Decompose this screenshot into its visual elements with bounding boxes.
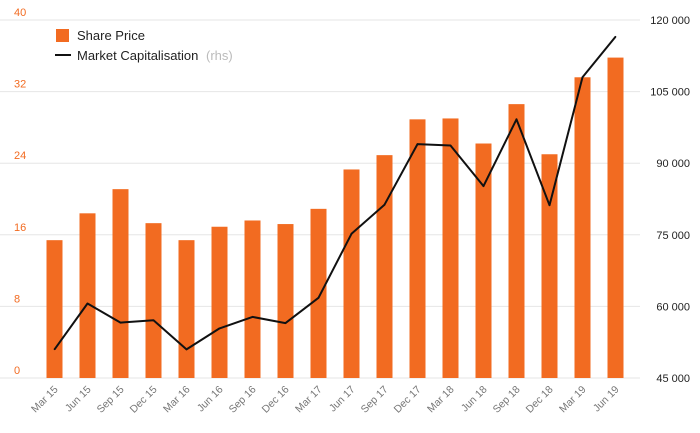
market-cap-point-sep-16 — [251, 316, 254, 318]
market-cap-point-mar-15 — [53, 348, 56, 351]
x-tick-jun-19: Jun 19 — [591, 384, 622, 415]
x-tick-mar-17: Mar 17 — [293, 384, 325, 416]
market-cap-point-sep-18 — [515, 118, 518, 121]
bar-sep-15 — [112, 189, 129, 378]
bar-jun-16 — [211, 226, 228, 378]
x-tick-jun-15: Jun 15 — [63, 384, 94, 415]
market-cap-point-mar-17 — [317, 297, 320, 299]
left-axis-ticks: 0 8 16 24 32 40 — [14, 7, 26, 377]
bar-sep-17 — [376, 155, 393, 378]
market-cap-point-sep-17 — [383, 203, 386, 206]
x-tick-mar-18: Mar 18 — [425, 384, 457, 416]
legend-market-cap-suffix: (rhs) — [206, 48, 233, 63]
bar-dec-18 — [541, 154, 558, 378]
bar-dec-17 — [409, 119, 426, 378]
market-cap-point-dec-16 — [284, 322, 287, 324]
bar-jun-17 — [343, 169, 360, 378]
right-tick-120000: 120 000 — [650, 15, 690, 27]
legend-share-price-swatch — [56, 29, 69, 42]
x-tick-dec-15: Dec 15 — [128, 384, 160, 416]
right-tick-45000: 45 000 — [656, 373, 690, 385]
bar-sep-18 — [508, 104, 525, 378]
left-tick-32: 32 — [14, 79, 26, 91]
right-tick-75000: 75 000 — [656, 230, 690, 242]
left-tick-40: 40 — [14, 7, 26, 19]
left-tick-16: 16 — [14, 222, 26, 234]
bar-mar-19 — [574, 77, 591, 378]
market-cap-point-jun-15 — [86, 302, 89, 305]
bar-mar-18 — [442, 118, 459, 378]
market-cap-point-mar-16 — [185, 348, 188, 351]
right-tick-90000: 90 000 — [656, 158, 690, 170]
x-axis-ticks: Mar 15 Jun 15 Sep 15 Dec 15 Mar 16 Jun 16 Sep … — [29, 384, 622, 416]
x-tick-sep-17: Sep 17 — [359, 384, 391, 416]
bar-dec-16 — [277, 224, 294, 378]
bar-jun-19 — [607, 57, 624, 379]
legend-share-price-label: Share Price — [77, 28, 145, 43]
market-cap-point-jun-17 — [350, 233, 353, 235]
legend-market-cap-label: Market Capitalisation (rhs) — [77, 48, 233, 63]
right-tick-105000: 105 000 — [650, 87, 690, 99]
bar-dec-15 — [145, 223, 162, 378]
market-cap-point-jun-18 — [482, 185, 485, 187]
x-tick-sep-16: Sep 16 — [227, 384, 259, 416]
bar-jun-18 — [475, 143, 492, 378]
x-tick-sep-18: Sep 18 — [491, 384, 523, 416]
x-tick-dec-16: Dec 16 — [260, 384, 292, 416]
market-cap-point-sep-15 — [119, 321, 122, 324]
bar-mar-17 — [310, 208, 327, 378]
x-tick-mar-15: Mar 15 — [29, 384, 61, 416]
x-tick-mar-19: Mar 19 — [557, 384, 589, 416]
bar-mar-16 — [178, 240, 195, 378]
market-cap-point-dec-17 — [416, 143, 419, 145]
market-cap-point-jun-16 — [218, 327, 221, 330]
x-tick-jun-18: Jun 18 — [459, 384, 490, 415]
x-tick-dec-17: Dec 17 — [392, 384, 424, 416]
x-tick-mar-16: Mar 16 — [161, 384, 193, 416]
left-tick-24: 24 — [14, 150, 26, 162]
right-tick-60000: 60 000 — [656, 301, 690, 313]
legend-market-cap-name: Market Capitalisation — [77, 48, 198, 63]
bar-jun-15 — [79, 213, 96, 378]
market-cap-point-mar-18 — [449, 144, 452, 147]
market-cap-line — [53, 36, 617, 351]
market-cap-point-jun-19 — [614, 35, 617, 38]
share-price-bars — [46, 57, 624, 379]
left-tick-0: 0 — [14, 365, 20, 377]
x-tick-jun-16: Jun 16 — [195, 384, 226, 415]
legend: Share Price Market Capitalisation (rhs) — [55, 28, 233, 63]
bar-sep-16 — [244, 220, 261, 378]
left-tick-8: 8 — [14, 293, 20, 305]
x-tick-jun-17: Jun 17 — [327, 384, 358, 415]
market-cap-line-layer — [53, 35, 617, 351]
right-axis-ticks: 45 000 60 000 75 000 90 000 105 000 120 000 — [650, 15, 690, 385]
x-tick-dec-18: Dec 18 — [524, 384, 556, 416]
bar-mar-15 — [46, 240, 63, 378]
x-tick-sep-15: Sep 15 — [95, 384, 127, 416]
market-cap-point-mar-19 — [581, 76, 584, 79]
market-cap-point-dec-18 — [548, 204, 551, 207]
market-cap-point-dec-15 — [152, 319, 155, 322]
